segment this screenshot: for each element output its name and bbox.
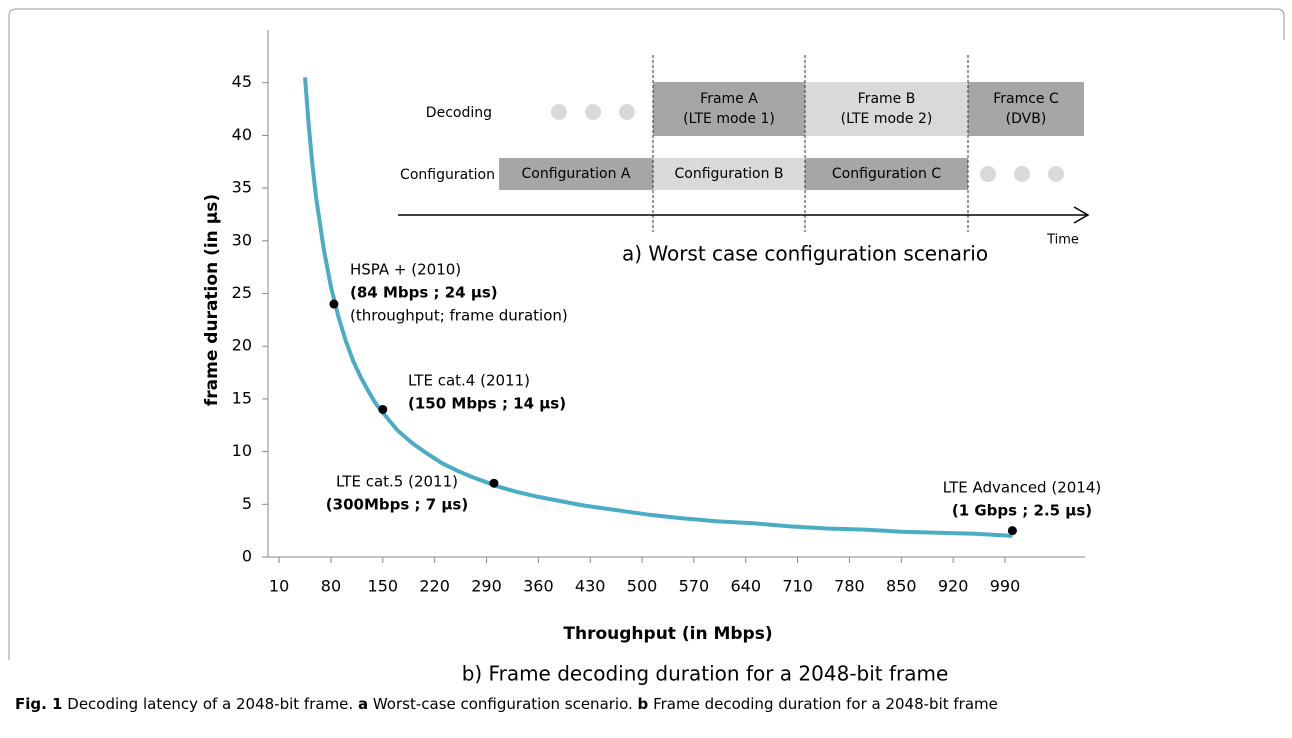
x-tick-label: 150 bbox=[368, 577, 399, 596]
block-label: Frame A bbox=[700, 91, 758, 107]
y-tick-label: 45 bbox=[232, 72, 252, 91]
time-arrow-head bbox=[1073, 206, 1090, 224]
time-label: Time bbox=[1046, 233, 1079, 248]
y-tick-label: 5 bbox=[242, 494, 252, 513]
highlight-point bbox=[329, 299, 339, 309]
y-tick-label: 15 bbox=[232, 388, 252, 407]
annotation: (84 Mbps ; 24 µs) bbox=[350, 284, 498, 302]
annotation: LTE cat.5 (2011) bbox=[336, 473, 458, 491]
block-label: (LTE mode 2) bbox=[841, 111, 933, 127]
caption-part: a bbox=[358, 695, 368, 713]
row-label: Decoding bbox=[426, 105, 492, 121]
x-tick-label: 710 bbox=[782, 577, 813, 596]
y-tick-label: 30 bbox=[232, 230, 252, 249]
block-label: (LTE mode 1) bbox=[683, 111, 775, 127]
block-label: Configuration A bbox=[522, 166, 631, 182]
block bbox=[653, 82, 805, 136]
block-label: Configuration C bbox=[832, 166, 941, 182]
x-tick-label: 990 bbox=[990, 577, 1021, 596]
y-tick-label: 20 bbox=[232, 336, 252, 355]
ellipsis-dot bbox=[1048, 166, 1064, 182]
diagram-title: a) Worst case configuration scenario bbox=[622, 242, 988, 266]
x-tick-label: 500 bbox=[627, 577, 658, 596]
ellipsis-dot bbox=[551, 104, 567, 120]
ellipsis-dot bbox=[585, 104, 601, 120]
highlight-point bbox=[378, 404, 388, 414]
block-label: Framce C bbox=[993, 91, 1059, 107]
block bbox=[805, 158, 968, 190]
x-axis-title: Throughput (in Mbps) bbox=[563, 624, 772, 644]
figure-caption: Fig. 1 Decoding latency of a 2048-bit fr… bbox=[15, 695, 998, 713]
x-tick-label: 570 bbox=[679, 577, 710, 596]
annotation: (150 Mbps ; 14 µs) bbox=[408, 395, 566, 413]
highlight-point bbox=[1007, 526, 1017, 536]
frame-border bbox=[8, 8, 1285, 660]
ellipsis-dot bbox=[980, 166, 996, 182]
annotation: HSPA + (2010) bbox=[350, 261, 461, 279]
annotation: (throughput; frame duration) bbox=[350, 307, 568, 325]
row-label: Configuration bbox=[400, 167, 495, 183]
block-label: Configuration B bbox=[675, 166, 784, 182]
caption-part: Decoding latency of a 2048-bit frame. bbox=[67, 695, 358, 713]
x-tick-label: 360 bbox=[523, 577, 554, 596]
block bbox=[968, 82, 1084, 136]
x-tick-label: 220 bbox=[419, 577, 450, 596]
y-tick-label: 0 bbox=[242, 547, 252, 566]
block-label: Frame B bbox=[858, 91, 916, 107]
annotation: LTE cat.4 (2011) bbox=[408, 372, 530, 390]
caption-part: b bbox=[638, 695, 649, 713]
ellipsis-dot bbox=[619, 104, 635, 120]
x-tick-label: 640 bbox=[730, 577, 761, 596]
block-label: (DVB) bbox=[1006, 111, 1047, 127]
y-tick-label: 25 bbox=[232, 283, 252, 302]
x-tick-label: 430 bbox=[575, 577, 606, 596]
y-tick-label: 35 bbox=[232, 178, 252, 197]
highlight-point bbox=[489, 478, 499, 488]
caption-part: Frame decoding duration for a 2048-bit f… bbox=[648, 695, 998, 713]
block bbox=[805, 82, 968, 136]
block bbox=[653, 158, 805, 190]
y-tick-label: 40 bbox=[232, 125, 252, 144]
x-tick-label: 80 bbox=[321, 577, 341, 596]
chart-caption: b) Frame decoding duration for a 2048-bi… bbox=[462, 662, 949, 686]
line-series bbox=[303, 77, 1013, 538]
x-tick-label: 10 bbox=[269, 577, 289, 596]
x-tick-label: 780 bbox=[834, 577, 865, 596]
chart: 0 5 10 15 20 25 30 35 40 45 10 80 150 220 290 360 430 500… bbox=[15, 30, 1101, 713]
x-tick-label: 920 bbox=[938, 577, 969, 596]
y-tick-label: 10 bbox=[232, 441, 252, 460]
annotation: LTE Advanced (2014) bbox=[943, 479, 1101, 497]
block bbox=[499, 158, 653, 190]
annotation: (300Mbps ; 7 µs) bbox=[326, 496, 468, 514]
caption-part: Fig. 1 bbox=[15, 695, 62, 713]
x-tick-label: 850 bbox=[886, 577, 917, 596]
x-tick-label: 290 bbox=[471, 577, 502, 596]
ellipsis-dot bbox=[1014, 166, 1030, 182]
annotation: (1 Gbps ; 2.5 µs) bbox=[952, 502, 1092, 520]
caption-part: Worst-case configuration scenario. bbox=[368, 695, 637, 713]
y-axis-title: frame duration (in µs) bbox=[202, 194, 222, 406]
